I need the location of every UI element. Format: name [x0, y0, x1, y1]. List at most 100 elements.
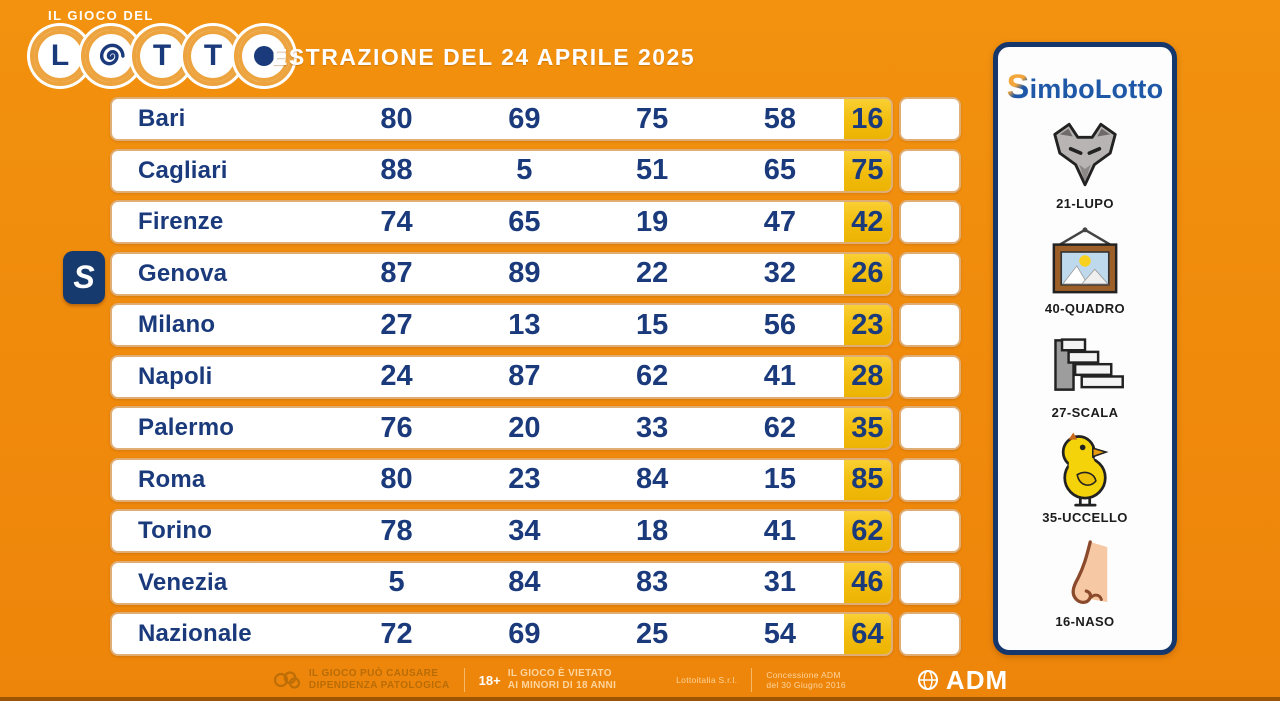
city-name: Palermo — [138, 414, 235, 441]
drawn-number-4: 41 — [763, 360, 797, 392]
logo-ring-t2: T — [183, 26, 243, 86]
row-end-cell — [899, 148, 961, 193]
warning-line: IL GIOCO È VIETATO — [507, 668, 612, 679]
drawn-number-3: 25 — [636, 617, 669, 650]
adm-emblem-icon — [917, 670, 938, 690]
drawn-number-4: 47 — [763, 205, 797, 238]
row-main-bar: Milano 27 13 15 56 23 — [110, 303, 893, 347]
drawn-number-4: 62 — [763, 411, 797, 444]
row-end-cell — [899, 303, 961, 347]
responsible-gaming-icon — [273, 671, 300, 689]
footer-divider — [751, 668, 753, 692]
city-name: Cagliari — [138, 156, 228, 184]
drawn-number-5-highlighted: 85 — [843, 459, 891, 500]
drawn-number-1: 24 — [380, 360, 413, 392]
adm-label: ADM — [945, 664, 1009, 695]
concession-credit: Concessione ADM del 30 Giugno 2016 — [766, 670, 846, 690]
drawn-number-1: 27 — [380, 308, 413, 341]
wolf-icon — [1046, 119, 1124, 193]
drawn-number-3: 19 — [636, 205, 669, 238]
age-badge: 18+ — [478, 672, 501, 688]
row-end-cell — [899, 354, 961, 399]
logo-ring-l: L — [30, 26, 90, 86]
bird-icon — [1046, 432, 1124, 507]
simbolotto-symbol: 16-NASO — [1052, 537, 1118, 629]
drawn-number-3: 75 — [636, 102, 669, 135]
drawn-number-3: 62 — [636, 360, 669, 392]
drawn-number-3: 83 — [636, 566, 669, 598]
simbolotto-title: SimboLotto — [1007, 68, 1164, 107]
drawn-number-3: 15 — [636, 308, 669, 341]
city-name: Milano — [138, 311, 216, 338]
logo-letter: T — [203, 39, 223, 72]
drawn-number-1: 72 — [380, 617, 413, 650]
company-name: Lottoitalia S.r.l. — [676, 675, 738, 685]
row-end-cell — [899, 406, 961, 450]
table-row: Torino 78 34 18 41 62 — [110, 509, 963, 553]
lotto-logo: IL GIOCO DEL L T T — [30, 8, 294, 86]
simbolotto-wheel-badge: S — [63, 251, 105, 304]
drawn-number-4: 54 — [763, 617, 797, 650]
drawn-number-2: 23 — [508, 463, 541, 495]
city-name: Napoli — [138, 362, 213, 390]
adm-logo: ADM — [916, 665, 1008, 696]
drawn-number-4: 41 — [763, 514, 797, 547]
logo-tagline: IL GIOCO DEL — [48, 8, 154, 23]
drawn-number-5-highlighted: 26 — [843, 253, 891, 294]
row-main-bar: Cagliari 88 5 51 65 75 — [110, 148, 893, 193]
row-end-cell — [899, 251, 961, 296]
drawn-number-2: 69 — [508, 102, 541, 135]
drawn-number-3: 18 — [636, 514, 669, 547]
drawn-number-4: 31 — [763, 566, 797, 598]
footer-bar: IL GIOCO PUÒ CAUSARE DIPENDENZA PATOLOGI… — [0, 663, 1280, 697]
warning-line: AI MINORI DI 18 ANNI — [507, 680, 617, 691]
stairs-icon — [1044, 328, 1126, 402]
city-name: Bari — [138, 105, 186, 132]
drawn-number-2: 5 — [516, 154, 533, 186]
drawn-number-4: 56 — [763, 308, 797, 341]
warning-line: IL GIOCO PUÒ CAUSARE — [308, 668, 439, 679]
drawn-number-4: 15 — [763, 463, 797, 495]
drawn-number-5-highlighted: 28 — [843, 356, 891, 397]
drawn-number-3: 51 — [636, 154, 669, 186]
city-name: Firenze — [138, 208, 224, 235]
drawn-number-1: 5 — [388, 566, 405, 598]
drawn-number-1: 76 — [380, 411, 413, 444]
table-row: Bari 80 69 75 58 16 — [110, 97, 963, 141]
draw-title: ESTRAZIONE DEL 24 APRILE 2025 — [272, 44, 696, 70]
drawn-number-5-highlighted: 46 — [843, 562, 891, 603]
simbolotto-title-rest: imboLotto — [1029, 73, 1164, 104]
table-row: Milano 27 13 15 56 23 — [110, 303, 963, 347]
table-row: Genova 87 89 22 32 26 — [110, 251, 963, 296]
drawn-number-2: 13 — [508, 308, 541, 341]
simbolotto-symbol: 21-LUPO — [1046, 119, 1124, 211]
table-row: Firenze 74 65 19 47 42 — [110, 200, 963, 244]
row-main-bar: Roma 80 23 84 15 85 — [110, 457, 893, 502]
drawn-number-2: 89 — [508, 257, 541, 289]
city-name: Nazionale — [138, 620, 252, 647]
city-name: Venezia — [138, 568, 228, 596]
row-main-bar: Torino 78 34 18 41 62 — [110, 509, 893, 553]
drawn-number-5-highlighted: 23 — [843, 305, 891, 345]
drawn-number-2: 69 — [508, 617, 541, 650]
drawn-number-2: 84 — [508, 566, 541, 598]
drawn-number-3: 22 — [636, 257, 669, 289]
table-row: Venezia 5 84 83 31 46 — [110, 560, 963, 605]
row-end-cell — [899, 200, 961, 244]
row-end-cell — [899, 612, 961, 656]
simbolotto-title-cap: S — [1006, 67, 1030, 106]
drawn-number-1: 80 — [380, 463, 413, 495]
drawn-number-5-highlighted: 42 — [843, 202, 891, 242]
drawn-number-3: 33 — [636, 411, 669, 444]
picture-frame-icon — [1044, 224, 1126, 298]
drawn-number-5-highlighted: 16 — [843, 99, 891, 139]
row-main-bar: Napoli 24 87 62 41 28 — [110, 354, 893, 399]
warning-line: DIPENDENZA PATOLOGICA — [308, 680, 450, 691]
row-main-bar: Bari 80 69 75 58 16 — [110, 97, 893, 141]
drawn-number-1: 74 — [380, 205, 413, 238]
symbol-label: 35-UCCELLO — [1042, 509, 1128, 525]
symbol-label: 27-SCALA — [1051, 405, 1119, 421]
drawn-number-2: 65 — [508, 205, 541, 238]
table-row: Nazionale 72 69 25 54 64 — [110, 612, 963, 656]
results-table: Bari 80 69 75 58 16 Cagliari 88 5 51 65 … — [110, 97, 963, 664]
